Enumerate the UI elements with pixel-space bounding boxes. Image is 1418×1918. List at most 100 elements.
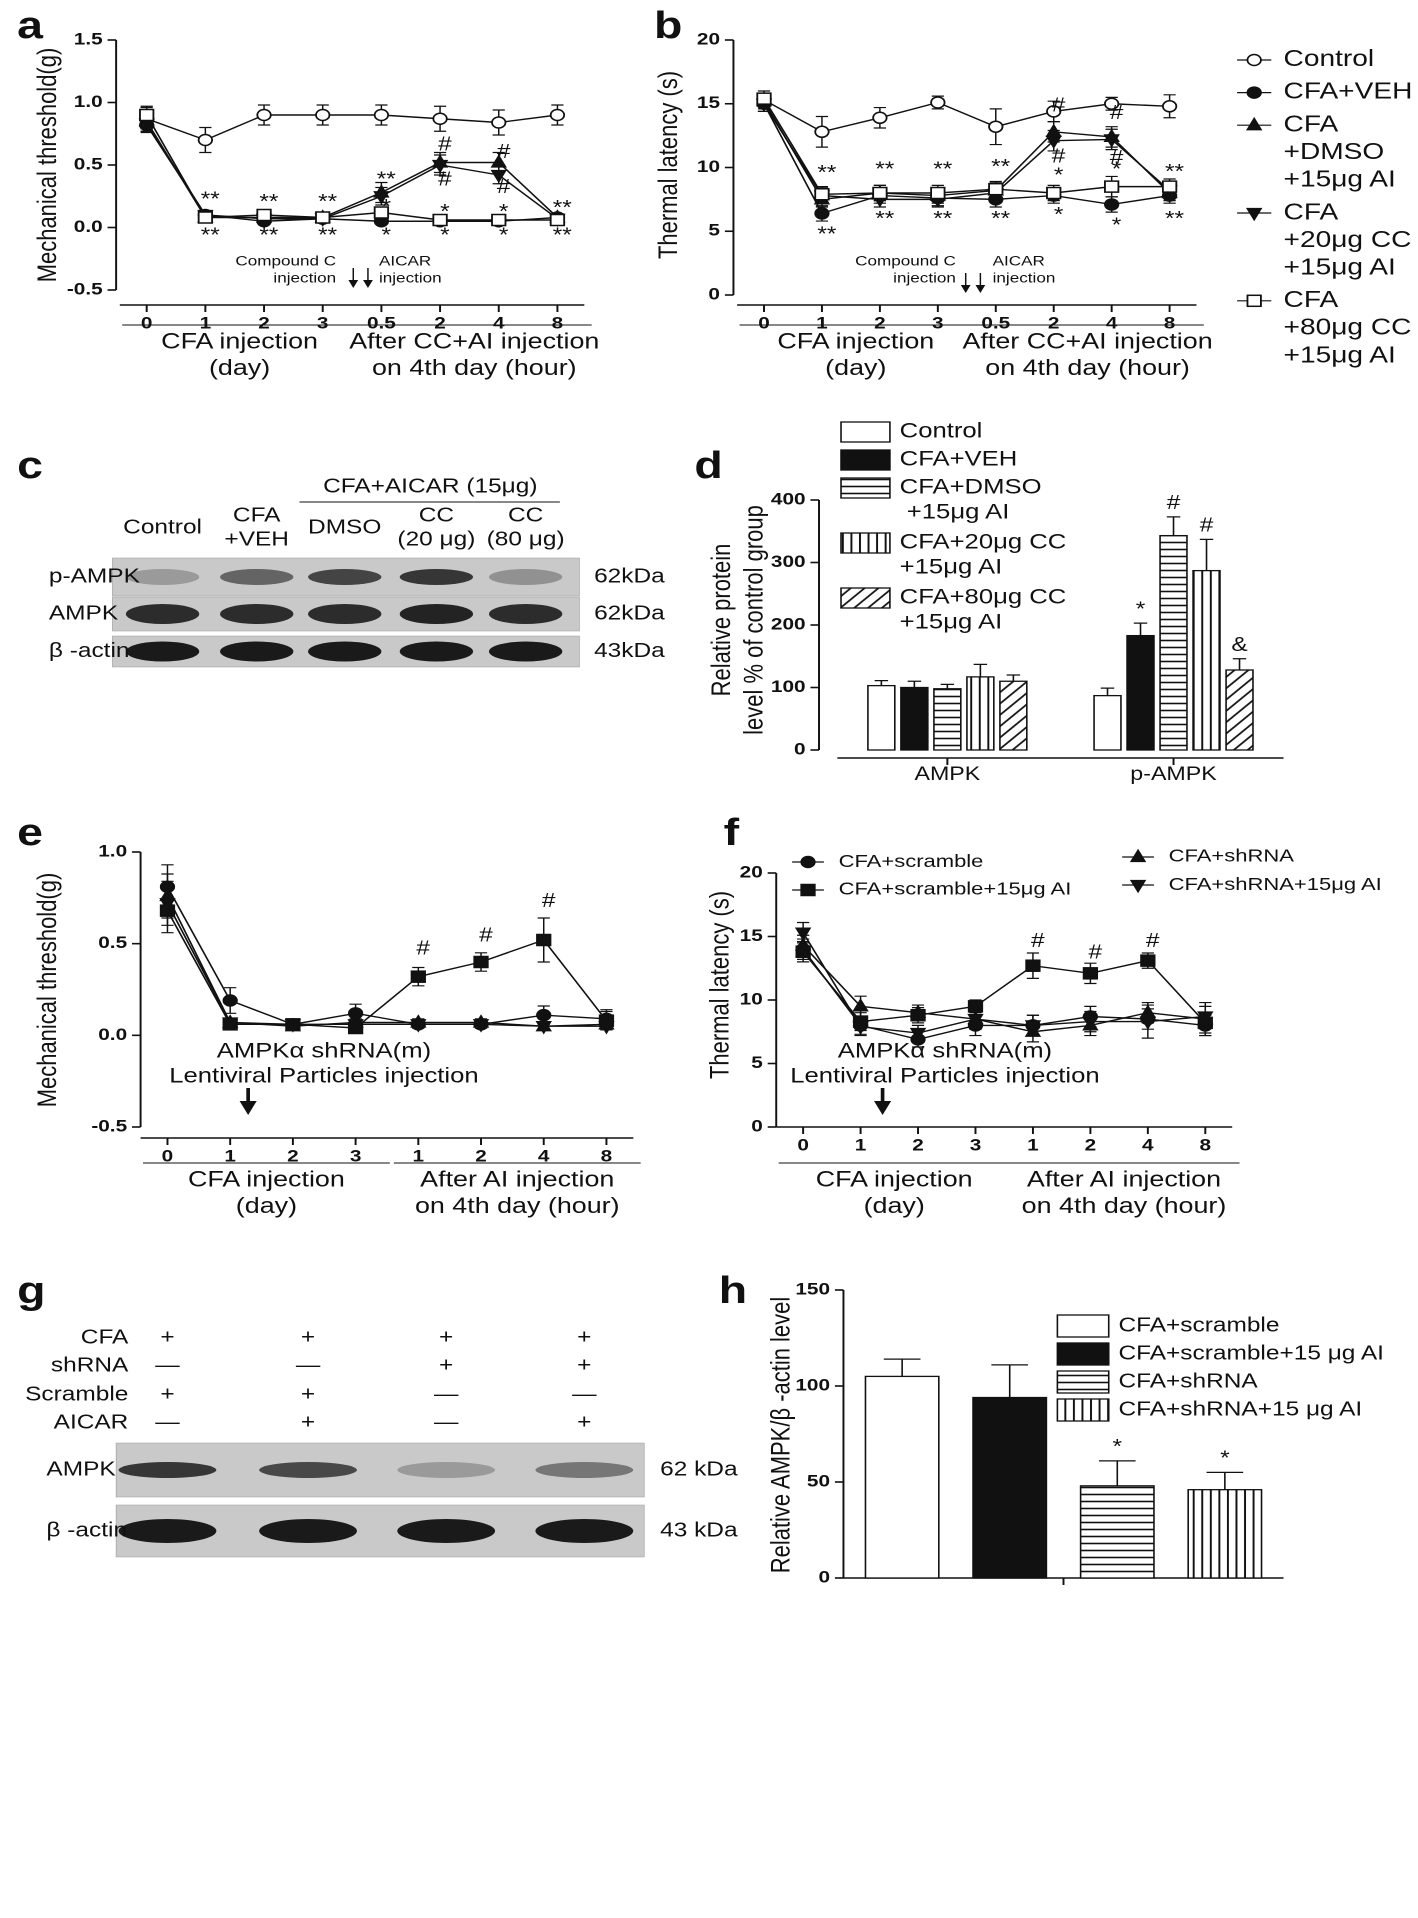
x-tick-label: 2 [874, 314, 886, 333]
y-axis-label: Relative protein level % of control group [708, 505, 770, 735]
marker [852, 1021, 869, 1035]
band [488, 641, 563, 662]
annotation: ** [875, 207, 894, 229]
x-tick-label: 1 [224, 1147, 236, 1166]
bar [1126, 634, 1155, 751]
annotation: # [1110, 146, 1124, 168]
error-bar [1100, 687, 1115, 696]
y-tick-label: 1.5 [74, 30, 103, 49]
series-line [763, 103, 1171, 201]
legend-swatch [840, 449, 891, 471]
y-axis-label: Mechanical threshold(g) [33, 873, 63, 1108]
error-bar [1133, 622, 1148, 636]
text-line: on 4th day (hour) [415, 1194, 620, 1218]
error-bar [1232, 658, 1247, 670]
condition-sign: + [439, 1325, 453, 1347]
text-line: (day) [825, 356, 886, 380]
annotation: ** [201, 187, 220, 209]
y-tick-label: 300 [771, 553, 806, 572]
marker [549, 213, 566, 227]
note-arrowhead [363, 280, 373, 288]
text-line: Lentiviral Particles injection [790, 1064, 1099, 1087]
column-label: CC (80 μg) [487, 503, 565, 549]
legend-marker [1246, 53, 1262, 67]
text-line: +15μg AI [1284, 167, 1396, 192]
text-line: injection [379, 271, 442, 286]
y-tick-label: 100 [771, 678, 806, 697]
band [308, 641, 382, 662]
text-line: on 4th day (hour) [985, 356, 1190, 380]
text-line: CFA [1284, 287, 1340, 312]
text-line: CFA [233, 503, 281, 525]
annotation: # [497, 175, 511, 197]
band [259, 1462, 357, 1478]
y-tick-label: -0.5 [67, 280, 103, 299]
marker [536, 933, 552, 947]
note: Compound C injection [855, 254, 956, 286]
series-line [146, 114, 558, 141]
legend-label: CFA+scramble+15μg AI [839, 880, 1072, 900]
text-line: +15μg AI [900, 500, 1010, 523]
text-line: After CC+AI injection [349, 330, 599, 354]
band [488, 604, 563, 624]
marker [872, 186, 888, 200]
marker [139, 108, 155, 122]
marker [1046, 186, 1062, 200]
text-line: Compound C [855, 254, 956, 269]
bar [867, 684, 896, 751]
y-tick-label: 0 [818, 1568, 830, 1587]
x-tick-label: 3 [350, 1147, 362, 1166]
text-line: CFA+DMSO [900, 475, 1042, 498]
note: AMPKα shRNA(m) Lentiviral Particles injec… [169, 1039, 478, 1087]
marker [432, 112, 448, 125]
band [535, 1462, 634, 1478]
annotation: ** [318, 224, 337, 246]
annotation: ** [201, 224, 220, 246]
band [397, 1462, 496, 1478]
annotation: # [1031, 929, 1045, 951]
group-header: CFA+AICAR (15μg) [323, 474, 537, 496]
note: AICAR injection [379, 254, 442, 286]
error-bar [1006, 674, 1021, 682]
legend-marker [1246, 86, 1262, 99]
annotation: # [1200, 514, 1214, 536]
x-tick-label: 0 [141, 314, 153, 333]
annotation: * [1220, 1447, 1230, 1469]
y-tick-label: 1.0 [98, 842, 127, 861]
y-axis-label: Thermal latency (s) [705, 891, 735, 1079]
annotation: ** [817, 161, 836, 183]
text-line: (20 μg) [397, 527, 475, 549]
legend-label: CFA+shRNA [1119, 1369, 1258, 1391]
marker [1103, 134, 1120, 148]
annotation: ** [1165, 160, 1184, 182]
marker [473, 955, 489, 969]
y-axis-label: Relative AMPK/β -actin level [766, 1297, 796, 1574]
note: Compound C injection [235, 254, 336, 286]
band [488, 569, 563, 585]
x-tick-label: 4 [1142, 1136, 1154, 1155]
legend-swatch [840, 587, 891, 609]
y-tick-label: 15 [697, 94, 721, 113]
y-tick-label: 0.5 [74, 155, 103, 174]
marker [256, 108, 272, 122]
marker [1046, 105, 1062, 118]
text-line: AMPKα shRNA(m) [217, 1039, 431, 1062]
annotation: ** [259, 190, 278, 212]
x-tick-label: 2 [912, 1136, 924, 1155]
series-line [166, 903, 607, 1027]
band [308, 569, 382, 585]
annotation: * [1136, 598, 1146, 620]
legend-label: CFA+scramble+15 μg AI [1119, 1341, 1384, 1363]
group-label: After AI injection on 4th day (hour) [415, 1168, 620, 1219]
x-tick-label: 0 [162, 1147, 174, 1166]
row-label: AMPK [46, 1457, 115, 1479]
annotation: * [1054, 203, 1064, 225]
legend-marker [800, 855, 816, 869]
column-label: Control [123, 515, 202, 537]
legend-label: CFA+20μg CC+15μg AI [900, 530, 1067, 578]
marker [490, 169, 507, 184]
annotation: ** [933, 157, 952, 179]
series-line [166, 910, 608, 1029]
row-label: β -actin [46, 1518, 127, 1540]
band [308, 604, 382, 624]
